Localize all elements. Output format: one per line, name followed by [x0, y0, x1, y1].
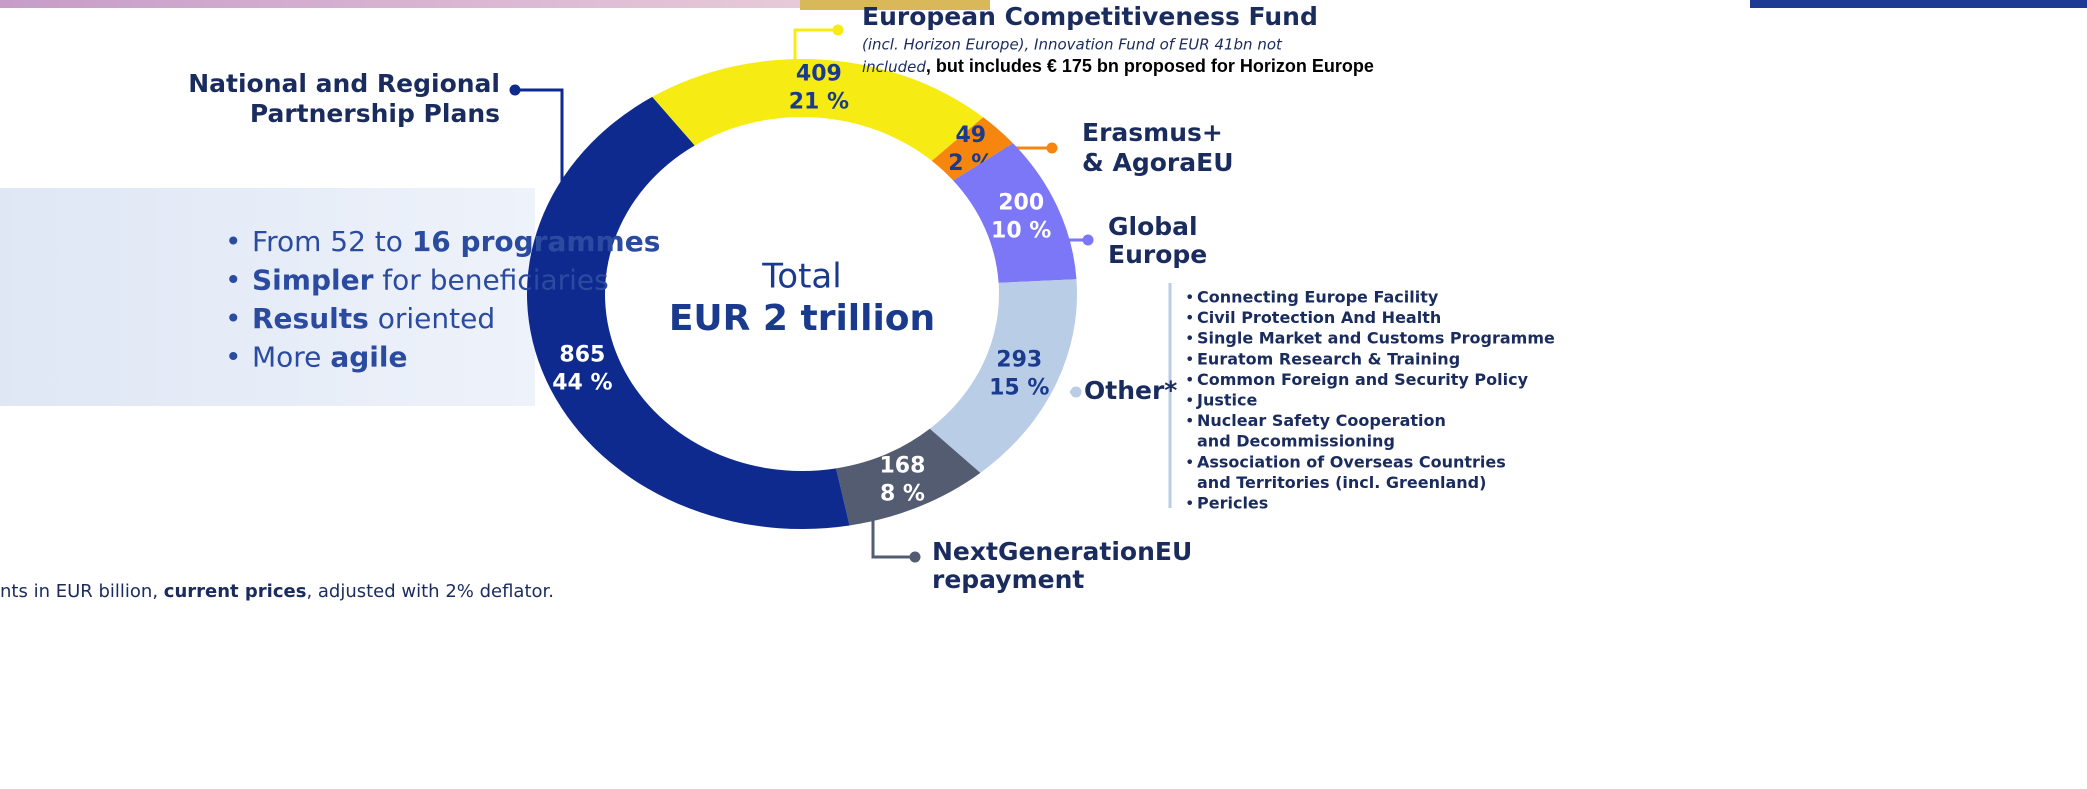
center-amount: EUR 2 trillion [669, 298, 935, 339]
value-label: 200 [998, 191, 1044, 216]
footnote-part: , adjusted with 2% deflator. [306, 581, 554, 602]
donut-segment [652, 59, 984, 161]
other-item: and Territories (incl. Greenland) [1197, 473, 1486, 492]
bullet-part: From 52 to [252, 225, 412, 258]
other-dot: • [1185, 452, 1194, 471]
share-label: 21 % [789, 90, 849, 115]
other-item: Pericles [1197, 494, 1268, 513]
share-label: 44 % [552, 370, 612, 395]
bullet-dot: • [225, 225, 242, 258]
top-band [0, 0, 800, 8]
bullet: Results oriented [252, 302, 495, 335]
bullet-part: Results [252, 302, 369, 335]
fund-note: included, but includes € 175 bn proposed… [862, 56, 1374, 76]
other-item: Association of Overseas Countries [1197, 452, 1506, 471]
bullet-part: 16 programmes [412, 225, 661, 258]
other-dot: • [1185, 494, 1194, 513]
donut-segment [526, 96, 850, 530]
bullet-part: agile [330, 341, 407, 374]
category-label: European Competitiveness Fund [862, 2, 1318, 31]
value-label: 409 [796, 62, 842, 87]
category-label: repayment [932, 565, 1084, 594]
bullet: More agile [252, 341, 407, 374]
category-label: Global [1108, 212, 1198, 241]
category-label: Europe [1108, 240, 1207, 269]
bullet-box [0, 188, 535, 406]
connector-ngeu [871, 510, 921, 563]
center-total: Total [761, 257, 841, 297]
footnote-part: nts in EUR billion, [0, 581, 164, 602]
donut-segment [931, 117, 1013, 181]
value-label: 293 [996, 347, 1042, 372]
other-dot: • [1185, 411, 1194, 430]
bullet-part: for beneficiaries [373, 264, 608, 297]
bullet-part: Simpler [252, 264, 374, 297]
connector-global [1066, 234, 1094, 246]
other-item: and Decommissioning [1197, 432, 1395, 451]
value-label: 168 [880, 453, 926, 478]
category-label: Partnership Plans [250, 99, 500, 128]
other-item: Justice [1196, 391, 1257, 410]
donut-segment [953, 143, 1077, 283]
category-label: National and Regional [188, 69, 500, 98]
fund-note-part: included [862, 58, 926, 76]
connector-national [509, 84, 564, 185]
bullet-dot: • [225, 302, 242, 335]
footnote-part: current prices [164, 581, 307, 602]
other-dot: • [1185, 288, 1194, 307]
other-item: Euratom Research & Training [1197, 349, 1460, 368]
bullet-part: oriented [369, 302, 495, 335]
bullet: Simpler for beneficiaries [252, 264, 609, 297]
other-item: Civil Protection And Health [1197, 308, 1441, 327]
other-item: Nuclear Safety Cooperation [1197, 411, 1446, 430]
value-label: 49 [955, 123, 986, 148]
fund-note: (incl. Horizon Europe), Innovation Fund … [862, 36, 1283, 54]
category-label: NextGenerationEU [932, 537, 1192, 566]
other-item: Common Foreign and Security Policy [1197, 370, 1529, 389]
category-label: Erasmus+ [1082, 118, 1223, 147]
category-label: & AgoraEU [1082, 148, 1234, 177]
connector-other [1070, 283, 1172, 508]
bullet: From 52 to 16 programmes [252, 225, 660, 258]
donut-segment [836, 428, 981, 526]
other-dot: • [1185, 349, 1194, 368]
other-dot: • [1185, 308, 1194, 327]
value-label: 865 [559, 342, 605, 367]
footnote: nts in EUR billion, current prices, adju… [0, 581, 554, 602]
other-item: Connecting Europe Facility [1197, 288, 1439, 307]
bullet-part: More [252, 341, 330, 374]
top-bar [1750, 0, 2087, 8]
bullet-dot: • [225, 264, 242, 297]
top-image [800, 0, 990, 10]
other-dot: • [1185, 370, 1194, 389]
other-dot: • [1185, 329, 1194, 348]
category-label: Other* [1084, 376, 1177, 405]
donut-segment [929, 279, 1077, 473]
fund-note-part: , but includes € 175 bn proposed for Hor… [926, 56, 1374, 76]
share-label: 8 % [880, 481, 925, 506]
share-label: 15 % [989, 375, 1049, 400]
bullet-dot: • [225, 341, 242, 374]
other-dot: • [1185, 391, 1194, 410]
share-label: 10 % [991, 219, 1051, 244]
other-item: Single Market and Customs Programme [1197, 329, 1555, 348]
